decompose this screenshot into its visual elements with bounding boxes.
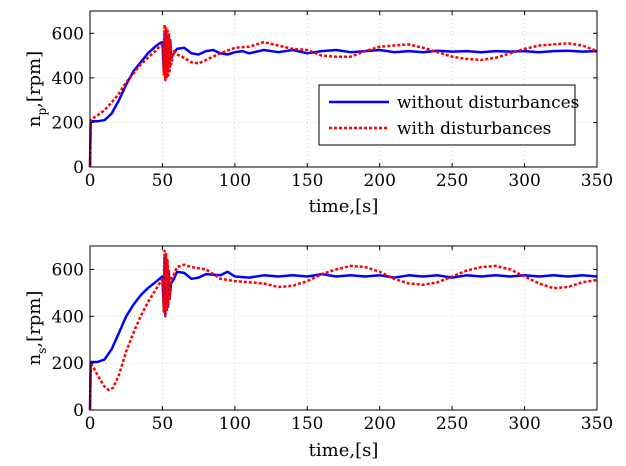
legend-label: without disturbances [397,93,579,113]
series-line-with-disturbances [88,249,598,411]
y-axis-label-sub: p [35,108,49,116]
x-tick-label: 250 [436,414,468,434]
y-axis-label: ns,[rpm] [24,291,49,366]
y-tick-label: 200 [52,113,84,133]
x-tick-label: 350 [581,171,613,191]
y-tick-label: 600 [52,24,84,44]
y-axis-label-main: n [24,115,45,127]
y-axis-label-main: n [24,353,45,365]
y-tick-label: 0 [73,158,84,178]
x-tick-label: 100 [219,171,251,191]
plot-frame [89,10,598,168]
plot-frame [89,245,598,411]
x-tick-label: 150 [291,414,323,434]
x-tick-label: 50 [152,414,174,434]
x-tick-label: 300 [508,414,540,434]
x-tick-label: 0 [85,171,96,191]
y-tick-label: 400 [52,307,84,327]
x-tick-label: 50 [152,171,174,191]
y-tick-label: 0 [73,401,84,421]
x-tick-label: 300 [508,171,540,191]
top-chart: 0 50 100 150 200 250 300 350 0 200 400 600 time,[s] n… [24,10,613,217]
legend: without disturbances with disturbances [318,84,579,146]
x-tick-label: 150 [291,171,323,191]
x-tick-label: 200 [363,171,395,191]
y-axis-label: np,[rpm] [24,51,49,127]
x-tick-label: 350 [581,414,613,434]
y-tick-label: 600 [52,260,84,280]
y-tick-label: 400 [52,69,84,89]
x-axis-label: time,[s] [309,440,379,461]
x-axis-label: time,[s] [309,196,379,217]
y-axis-label-unit: ,[rpm] [24,291,45,348]
y-tick-label: 200 [52,354,84,374]
x-tick-label: 100 [219,414,251,434]
series-line-without-disturbances [88,29,598,168]
y-axis-label-unit: ,[rpm] [24,51,45,108]
legend-box [318,84,576,146]
y-axis-label-sub: s [35,348,49,354]
x-tick-label: 200 [363,414,395,434]
x-tick-label: 250 [436,171,468,191]
x-tick-label: 0 [85,414,96,434]
series-line-without-disturbances [88,256,598,411]
bottom-chart: 0 50 100 150 200 250 300 350 0 200 400 600 time,[s] n… [24,245,613,461]
series-line-with-disturbances [88,23,598,168]
legend-label: with disturbances [397,119,551,139]
